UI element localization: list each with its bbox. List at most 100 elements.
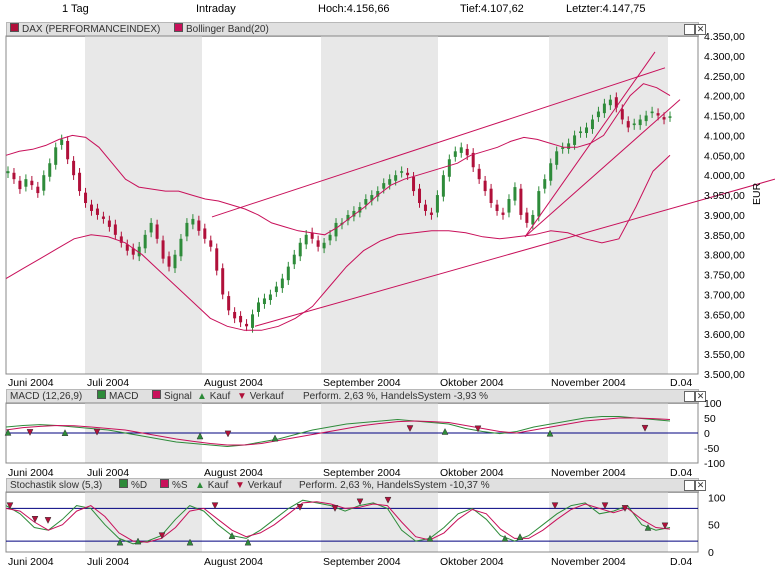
y-tick-stoch-2: 0 — [708, 547, 714, 559]
y-tick-macd-2: 0 — [704, 428, 710, 440]
candle-body — [519, 188, 523, 215]
period-label: 1 Tag — [62, 3, 89, 15]
legend-signal: Signal — [152, 390, 192, 403]
stoch-frame — [5, 491, 699, 553]
y-tick-macd-3: -50 — [704, 443, 719, 455]
panel-maximize-icon[interactable] — [684, 24, 695, 35]
x-label-stoch-5: November 2004 — [551, 556, 626, 568]
candle-body — [185, 222, 189, 237]
trend-line-lower — [254, 178, 775, 327]
stoch-d-line — [5, 499, 671, 545]
buy-marker — [4, 428, 12, 436]
sell-marker — [641, 424, 649, 432]
candle-body — [567, 143, 571, 149]
candle-body — [173, 254, 177, 269]
x-label-main-2: August 2004 — [204, 377, 263, 389]
stoch-buy-marker — [134, 537, 142, 545]
y-tick-main-4: 4.150,00 — [704, 111, 745, 123]
stoch-sell-marker — [158, 532, 166, 540]
candle-body — [662, 117, 666, 120]
y-tick-macd-4: -100 — [704, 458, 725, 470]
legend-d: %D — [119, 479, 147, 492]
candle-body — [507, 199, 511, 213]
candle-body — [215, 248, 219, 271]
stoch-sell-marker — [601, 502, 609, 510]
trend-line-upper — [211, 67, 666, 218]
macd-maximize-icon[interactable] — [684, 391, 695, 402]
candle-body — [30, 180, 34, 186]
candle-body — [89, 204, 93, 211]
y-tick-main-6: 4.050,00 — [704, 150, 745, 162]
candle-body — [48, 163, 52, 177]
candle-body — [137, 246, 141, 257]
candle-body — [72, 160, 76, 176]
candle-body — [322, 242, 326, 249]
stoch-buy-marker — [644, 523, 652, 531]
buy-marker — [546, 429, 554, 437]
candle-body — [608, 99, 612, 106]
candle-body — [626, 121, 630, 128]
candle-body — [161, 240, 165, 259]
stoch-sell-marker — [296, 504, 304, 511]
sell-marker — [406, 425, 414, 433]
candle-body — [191, 218, 195, 225]
stoch-buy-marker — [186, 538, 194, 546]
candle-body — [483, 180, 487, 192]
trend-line-channel — [524, 99, 681, 238]
candle-body — [614, 97, 618, 108]
stoch-maximize-icon[interactable] — [684, 480, 695, 491]
stoch-perf: Perform. 2,63 %, HandelsSystem -10,37 % — [299, 480, 490, 491]
candle-body — [579, 131, 583, 134]
candle-body — [465, 148, 469, 156]
candle-body — [78, 172, 82, 192]
y-tick-main-8: 3.950,00 — [704, 190, 745, 202]
candle-body — [650, 111, 654, 114]
macd-title: MACD (12,26,9) — [10, 391, 83, 402]
stoch-close-icon[interactable]: ✕ — [695, 480, 706, 491]
candle-body — [573, 135, 577, 145]
month-shade-stoch-2 — [549, 492, 668, 552]
candle-body — [549, 163, 553, 181]
candle-body — [459, 147, 463, 153]
month-shade-stoch-1 — [321, 492, 438, 552]
candle-body — [638, 119, 642, 126]
candle-body — [632, 123, 636, 126]
candle-body — [155, 224, 159, 239]
high-label: Hoch:4.156,66 — [318, 3, 390, 15]
x-label-stoch-2: August 2004 — [204, 556, 263, 568]
month-shade-main-1 — [321, 36, 438, 374]
candle-body — [370, 195, 374, 201]
stoch-panel-titlebar: Stochastik slow (5,3) %D %S ▲ Kauf ▼ Ver… — [6, 478, 706, 493]
candle-body — [245, 323, 249, 327]
x-label-main-6: D.04 — [670, 377, 692, 389]
buy-marker — [441, 427, 449, 435]
candle-body — [233, 311, 237, 319]
y-tick-main-10: 3.850,00 — [704, 230, 745, 242]
low-label: Tief:4.107,62 — [460, 3, 524, 15]
stoch-s-line — [5, 501, 671, 543]
last-label: Letzter:4.147,75 — [566, 3, 646, 15]
stoch-sell-marker — [6, 502, 14, 510]
panel-close-icon[interactable]: ✕ — [695, 24, 706, 35]
candle-body — [119, 236, 123, 243]
macd-close-icon[interactable]: ✕ — [695, 391, 706, 402]
candle-body — [227, 296, 231, 311]
stoch-buy-marker — [501, 534, 509, 542]
candle-body — [453, 151, 457, 157]
sell-marker — [224, 430, 232, 438]
candle-body — [66, 140, 70, 160]
sell-marker — [93, 428, 101, 436]
macd-line — [5, 416, 671, 448]
candle-body — [501, 212, 505, 215]
sell-marker — [26, 429, 34, 436]
x-label-macd-0: Juni 2004 — [8, 467, 54, 479]
candle-body — [334, 222, 338, 237]
candle-body — [412, 176, 416, 192]
candle-body — [513, 187, 517, 201]
candle-body — [209, 240, 213, 247]
stoch-buy-marker — [516, 533, 524, 540]
candle-body — [429, 212, 433, 215]
candle-body — [525, 212, 529, 223]
candle-body — [131, 248, 135, 255]
